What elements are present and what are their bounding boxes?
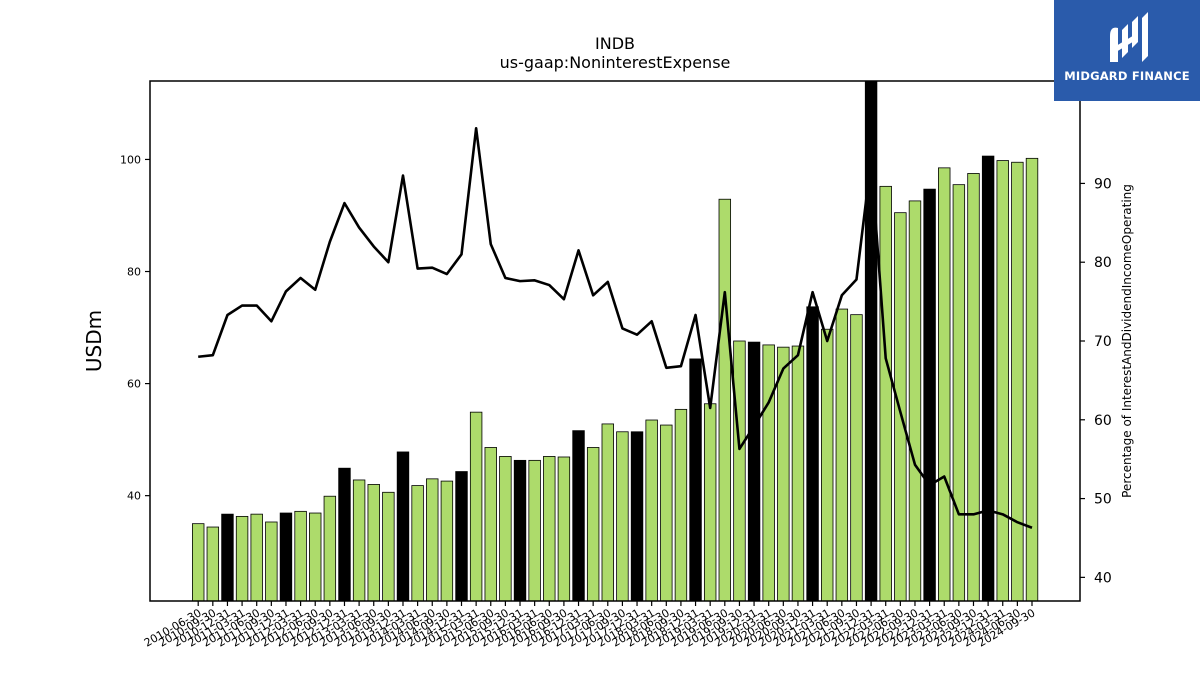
y2-tick-label: 70	[1094, 334, 1112, 350]
bar	[630, 431, 644, 602]
y-tick-label: 40	[127, 490, 141, 503]
bars-group	[191, 80, 1039, 602]
bar	[850, 314, 863, 602]
bar	[1011, 161, 1024, 602]
bar	[1025, 157, 1039, 602]
bar	[499, 456, 512, 602]
y2-tick-label: 90	[1094, 176, 1112, 192]
bar	[967, 173, 980, 602]
bar	[367, 484, 380, 602]
chart-title: INDB	[595, 34, 635, 53]
bar	[382, 491, 395, 602]
bar	[601, 423, 614, 602]
bar	[689, 358, 702, 602]
bar	[718, 198, 732, 602]
y2-tick-label: 50	[1094, 492, 1112, 508]
bar	[747, 341, 761, 602]
bar	[981, 155, 995, 602]
x-ticks: 2010-06-302010-09-302010-12-312011-03-31…	[142, 601, 1038, 650]
bar	[440, 480, 454, 602]
bar	[572, 430, 585, 602]
bar	[894, 212, 907, 602]
bar	[660, 424, 673, 602]
bar	[206, 526, 220, 602]
bar	[806, 306, 819, 602]
y-tick-label: 100	[120, 153, 141, 166]
y-tick-label: 60	[127, 378, 141, 391]
logo-text: MIDGARD FINANCE	[1064, 69, 1190, 83]
bar	[455, 471, 468, 602]
bar	[879, 185, 892, 602]
bar	[674, 408, 688, 602]
bar	[777, 346, 790, 602]
bar	[279, 512, 293, 602]
bar	[528, 459, 541, 602]
bar	[821, 328, 834, 602]
bar	[733, 340, 746, 602]
bar	[396, 451, 410, 602]
bar	[411, 485, 424, 602]
bar	[557, 456, 571, 602]
y-tick-label: 80	[127, 266, 141, 279]
y2-axis-label: Percentage of InterestAndDividendIncomeO…	[1120, 184, 1134, 498]
line-group	[198, 126, 1033, 529]
bar	[235, 515, 249, 602]
chart-subtitle: us-gaap:NoninterestExpense	[500, 53, 731, 72]
bar	[250, 513, 263, 602]
y2-ticks: 40 50 60 70 80 90	[1080, 176, 1112, 586]
bar	[923, 188, 936, 602]
bar	[908, 200, 922, 602]
bar	[469, 411, 483, 602]
y-ticks: 40 60 80 100	[120, 153, 150, 503]
bar	[586, 447, 600, 602]
bar	[762, 344, 775, 602]
bar	[294, 510, 307, 602]
midgard-finance-logo: MIDGARD FINANCE	[1054, 0, 1200, 101]
y-axis-label: USDm	[82, 310, 106, 372]
bar	[352, 479, 366, 602]
y2-tick-label: 60	[1094, 413, 1112, 429]
bar	[265, 521, 278, 602]
bar	[484, 447, 497, 602]
bar	[309, 512, 322, 602]
percentage-line	[198, 126, 1033, 529]
logo-mark-icon	[1110, 12, 1148, 62]
bar	[513, 459, 527, 602]
bar	[338, 467, 351, 602]
bar	[616, 431, 629, 602]
bar	[221, 513, 234, 602]
bar	[191, 523, 205, 602]
bar	[952, 184, 966, 602]
bar	[996, 160, 1009, 602]
bar	[938, 167, 951, 602]
bar	[645, 419, 658, 602]
bar	[543, 456, 556, 602]
bar	[323, 495, 337, 602]
y2-tick-label: 80	[1094, 255, 1112, 271]
bar	[791, 345, 805, 602]
bar	[426, 478, 439, 602]
y2-tick-label: 40	[1094, 570, 1112, 586]
bar	[703, 403, 717, 602]
bar	[835, 308, 849, 602]
